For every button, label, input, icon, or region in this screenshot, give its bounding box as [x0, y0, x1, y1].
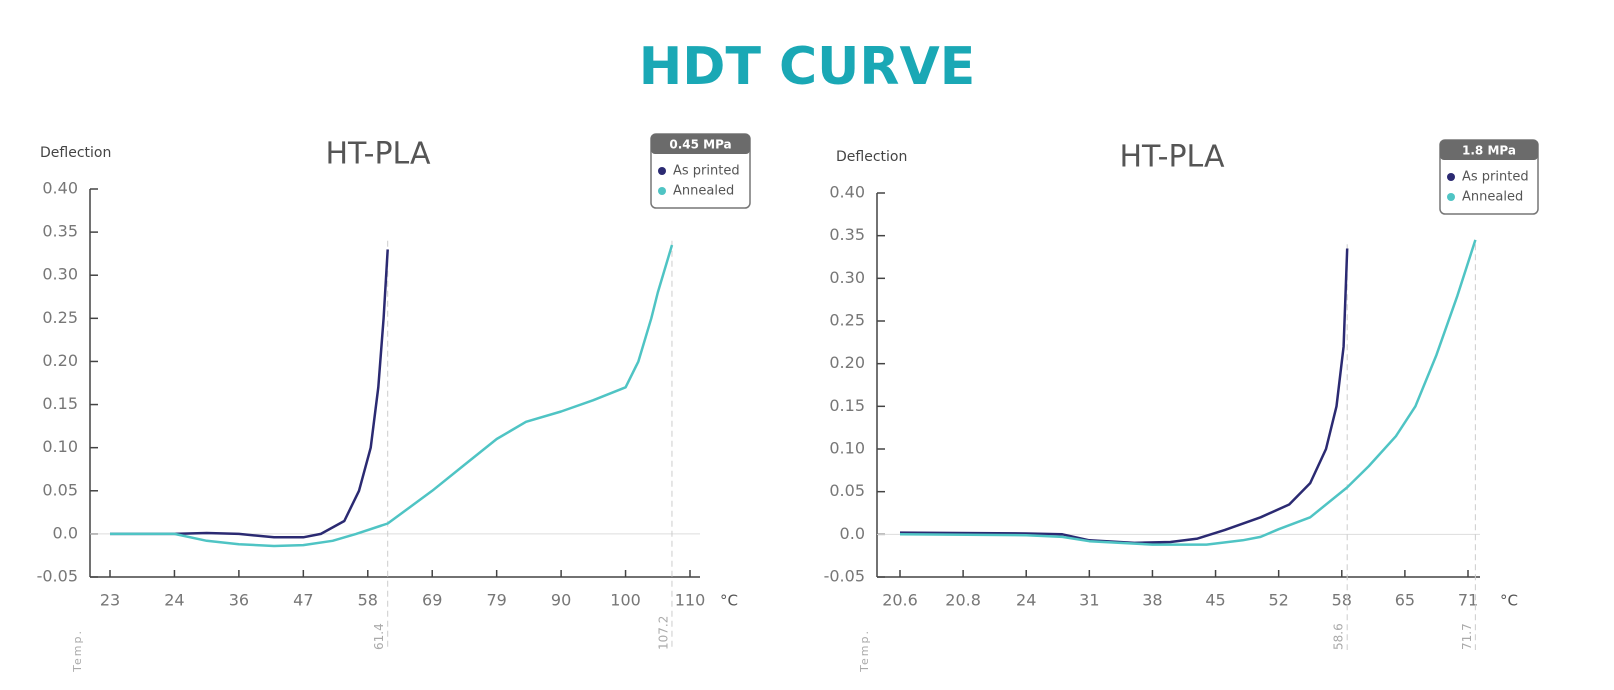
y-tick-label: 0.0 [53, 523, 78, 542]
y-tick-label: 0.40 [42, 179, 78, 198]
legend-header [1440, 140, 1538, 160]
y-tick-label: 0.40 [829, 183, 865, 202]
x-tick-label: 47 [293, 591, 313, 610]
y-tick-label: 0.20 [42, 351, 78, 370]
x-tick-label: 79 [486, 591, 506, 610]
x-tick-label: 71 [1458, 591, 1478, 610]
y-tick-label: 0.35 [829, 225, 865, 244]
y-tick-label: -0.05 [824, 567, 865, 586]
y-tick-label: 0.10 [42, 437, 78, 456]
page-title: HDT CURVE [639, 37, 975, 97]
series-line [899, 239, 1477, 546]
x-tick-label: 58 [1332, 591, 1352, 610]
series-line [899, 248, 1349, 545]
y-tick-label: 0.30 [829, 268, 865, 287]
x-tick-label: 69 [422, 591, 442, 610]
series-line [110, 249, 389, 539]
chart-title: HT-PLA [1120, 140, 1225, 175]
x-tick-label: 36 [229, 591, 249, 610]
y-tick-label: 0.35 [42, 222, 78, 241]
legend-dot [1447, 193, 1455, 201]
y-tick-label: 0.30 [42, 265, 78, 284]
legend-title: 1.8 MPa [1462, 144, 1516, 158]
y-tick-label: -0.05 [37, 567, 78, 586]
x-tick-label: 24 [1016, 591, 1036, 610]
y-tick-label: 0.15 [829, 396, 865, 415]
y-tick-label: 0.20 [829, 353, 865, 372]
series-line [110, 244, 674, 548]
y-tick-label: 0.25 [42, 308, 78, 327]
y-tick-label: 0.25 [829, 311, 865, 330]
x-tick-label: 100 [610, 591, 641, 610]
x-tick-label: 58 [358, 591, 378, 610]
x-tick-label: 31 [1079, 591, 1099, 610]
marker-label: 58.6 [1332, 623, 1346, 650]
legend-dot [658, 187, 666, 195]
legend-dot [658, 167, 666, 175]
x-tick-label: 65 [1395, 591, 1415, 610]
x-tick-label: 90 [551, 591, 571, 610]
x-axis-label: Temp. [858, 629, 871, 673]
x-tick-label: 110 [675, 591, 706, 610]
x-tick-label: 23 [100, 591, 120, 610]
y-tick-label: 0.0 [840, 524, 865, 543]
x-tick-label: 20.8 [945, 591, 981, 610]
y-axis-label: Deflection [40, 145, 111, 161]
legend-label: Annealed [1462, 190, 1523, 205]
x-tick-label: 20.6 [882, 591, 918, 610]
y-tick-label: 0.05 [42, 480, 78, 499]
marker-label: 71.7 [1460, 623, 1474, 650]
x-tick-label: 24 [164, 591, 184, 610]
y-axis-label: Deflection [836, 149, 907, 165]
legend-label: As printed [673, 164, 740, 179]
y-tick-label: 0.05 [829, 481, 865, 500]
legend-label: As printed [1462, 170, 1529, 185]
x-unit: °C [720, 592, 738, 610]
y-tick-label: 0.10 [829, 439, 865, 458]
y-tick-label: 0.15 [42, 394, 78, 413]
x-unit: °C [1500, 592, 1518, 610]
legend-title: 0.45 MPa [669, 138, 731, 152]
x-tick-label: 45 [1205, 591, 1225, 610]
marker-label: 107.2 [656, 616, 670, 650]
legend-label: Annealed [673, 184, 734, 199]
legend-header [651, 134, 750, 154]
x-axis-label: Temp. [71, 629, 84, 673]
x-tick-label: 52 [1268, 591, 1288, 610]
chart-title: HT-PLA [326, 137, 431, 172]
marker-label: 61.4 [372, 623, 386, 650]
x-tick-label: 38 [1142, 591, 1162, 610]
legend-dot [1447, 173, 1455, 181]
